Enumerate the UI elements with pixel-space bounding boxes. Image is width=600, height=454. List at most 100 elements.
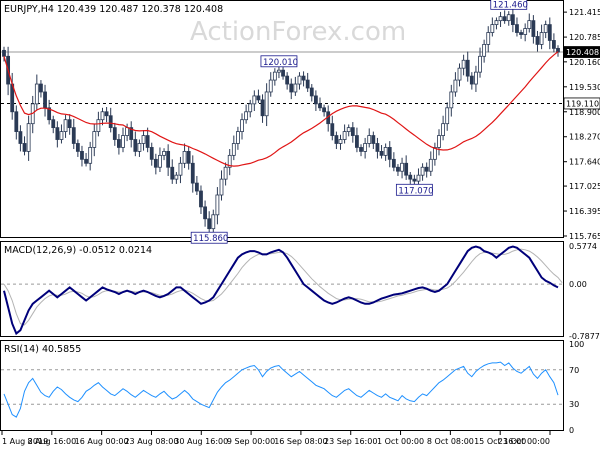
candle-body	[227, 154, 232, 168]
candle	[510, 8, 515, 33]
candle	[543, 20, 548, 39]
candle	[305, 72, 310, 92]
candle	[219, 170, 224, 201]
candle	[449, 84, 454, 117]
candle	[18, 125, 23, 152]
candle	[260, 94, 265, 123]
candle-body	[449, 91, 454, 109]
time-tick-label: 15 Oct 16:00	[474, 437, 526, 446]
candle-body	[236, 131, 240, 144]
candle-body	[400, 162, 404, 172]
candle-body	[51, 119, 56, 129]
candle-body	[47, 107, 52, 121]
annotation-box	[190, 231, 228, 244]
candle-body	[404, 162, 409, 176]
candle	[334, 131, 339, 150]
candle-body	[379, 151, 384, 156]
macd-panel[interactable]	[0, 241, 564, 337]
rsi-line	[3, 361, 559, 418]
moving-average-line	[3, 51, 559, 167]
candle	[474, 65, 478, 92]
candle	[203, 200, 207, 227]
annotation-label: 120.010	[263, 58, 298, 68]
candle-body	[174, 174, 179, 180]
candle-body	[465, 59, 470, 77]
candle	[359, 144, 363, 157]
candle	[277, 65, 281, 79]
candle-body	[457, 67, 462, 81]
price-axis: 121.415 120.785 120.160 119.530 118.900 118.2…	[563, 8, 600, 241]
candle-body	[215, 194, 220, 216]
candle-body	[322, 107, 326, 113]
candle-body	[556, 47, 560, 53]
rsi-panel[interactable]	[0, 340, 564, 431]
candle	[301, 71, 306, 87]
candle-body	[424, 166, 429, 172]
candle-body	[112, 127, 117, 140]
candle-body	[219, 178, 224, 196]
candle	[207, 211, 212, 234]
candle-body	[153, 158, 158, 168]
candle-body	[523, 28, 528, 35]
candle-body	[486, 32, 491, 45]
candle-body	[510, 14, 515, 26]
time-tick-label: 8 Oct 08:00	[427, 437, 474, 446]
candle-body	[75, 143, 80, 152]
candle-body	[289, 83, 294, 93]
candle-body	[199, 190, 203, 208]
candle	[174, 172, 179, 184]
price-tick-label: 118.270	[569, 133, 600, 142]
candle-body	[437, 135, 441, 148]
candle-body	[145, 135, 150, 148]
candle	[112, 122, 117, 146]
candle-body	[494, 20, 499, 26]
candle	[236, 126, 240, 150]
candle-body	[108, 115, 113, 129]
candle	[519, 29, 523, 39]
candle	[355, 127, 359, 153]
candle	[404, 155, 409, 180]
candle-body	[420, 166, 425, 176]
candle-body	[39, 83, 43, 93]
macd-series: 0.5774 0.00 -0.7877	[1, 242, 600, 341]
candle-body	[248, 103, 253, 113]
price-panel[interactable]	[0, 0, 564, 238]
candle-body	[535, 36, 540, 45]
candle	[437, 129, 441, 156]
candle	[494, 17, 499, 30]
candle-body	[14, 111, 19, 132]
candle	[420, 163, 425, 181]
candle-body	[277, 69, 281, 73]
annotation-label: 115.860	[193, 234, 228, 244]
candle-body	[117, 139, 121, 148]
candle-body	[547, 24, 552, 41]
candle-body	[461, 59, 466, 69]
candle-body	[178, 162, 183, 176]
candle-body	[482, 44, 487, 57]
candle	[34, 74, 39, 111]
candle	[527, 13, 532, 33]
candle	[133, 131, 138, 157]
candle	[515, 17, 519, 37]
candle-body	[100, 111, 105, 121]
candle	[47, 99, 52, 125]
candle-body	[383, 147, 388, 156]
candle	[432, 142, 437, 166]
candle	[240, 113, 244, 140]
price-tick-label: 117.640	[569, 158, 600, 167]
candle-body	[412, 178, 417, 182]
candle	[416, 168, 421, 185]
price-gridlines	[1, 51, 563, 104]
candle	[396, 164, 400, 176]
candle-body	[272, 71, 277, 81]
candle	[387, 141, 392, 168]
candle	[162, 148, 166, 161]
candle-body	[490, 24, 495, 33]
candle	[141, 130, 146, 151]
rsi-tick-label: 0	[569, 426, 574, 435]
candle-body	[141, 135, 146, 144]
candle-body	[268, 79, 273, 93]
